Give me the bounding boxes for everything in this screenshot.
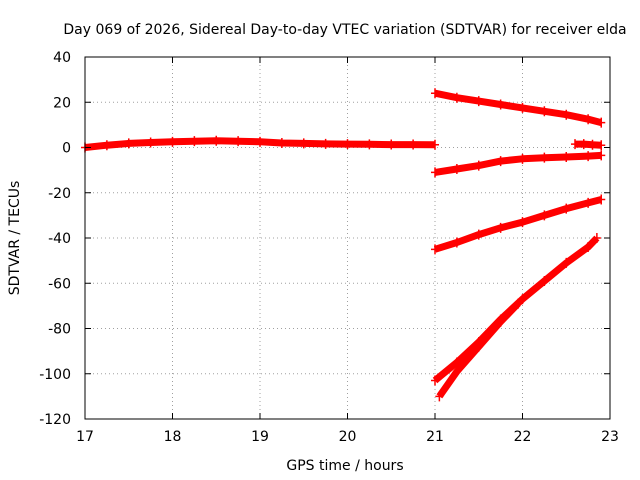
- data-point: [562, 203, 571, 214]
- data-point: [592, 233, 601, 243]
- data-point: [474, 229, 483, 240]
- x-tick-label: 17: [76, 429, 94, 445]
- data-point: [452, 92, 461, 103]
- data-point: [597, 117, 606, 128]
- data-point: [435, 391, 444, 402]
- data-series: [571, 139, 606, 151]
- x-tick-label: 21: [426, 429, 444, 445]
- data-point: [518, 153, 527, 164]
- data-point: [597, 140, 606, 151]
- y-tick-label: -100: [39, 367, 71, 383]
- data-point: [256, 136, 264, 147]
- data-point: [452, 163, 461, 174]
- tick-labels: 17 18 19 20 21 22 23 40 20 0 -20 -40 -60 -80 -100 -120: [39, 50, 619, 445]
- y-tick-label: 0: [62, 141, 71, 157]
- data-point: [474, 96, 483, 107]
- data-point: [496, 156, 505, 167]
- data-point: [452, 357, 461, 368]
- data-point: [571, 139, 579, 150]
- y-tick-label: -120: [39, 412, 71, 428]
- data-point: [518, 102, 527, 113]
- y-tick-label: 40: [53, 50, 71, 66]
- data-point: [452, 366, 461, 377]
- data-point: [146, 137, 155, 148]
- data-series: [431, 150, 606, 178]
- data-point: [365, 139, 374, 150]
- series-band: [434, 151, 602, 176]
- x-tick-label: 18: [164, 429, 182, 445]
- ticks: [84, 56, 611, 420]
- data-point: [514, 298, 523, 309]
- y-tick-label: 20: [53, 95, 71, 111]
- chart-title: Day 069 of 2026, Sidereal Day-to-day VTE…: [63, 22, 626, 38]
- data-point: [431, 375, 439, 386]
- data-point: [518, 294, 527, 305]
- data-point: [562, 109, 571, 120]
- data-point: [431, 88, 439, 99]
- y-tick-label: -40: [48, 231, 71, 247]
- data-layer: [81, 88, 606, 402]
- x-tick-label: 19: [251, 429, 269, 445]
- data-point: [474, 160, 483, 171]
- data-point: [540, 106, 549, 117]
- data-point: [387, 139, 396, 150]
- data-point: [540, 275, 549, 286]
- x-tick-label: 20: [339, 429, 357, 445]
- data-point: [212, 135, 221, 146]
- data-point: [584, 242, 593, 253]
- data-point: [343, 139, 352, 150]
- data-point: [588, 139, 597, 150]
- data-point: [409, 139, 418, 150]
- data-point: [168, 136, 177, 147]
- data-point: [277, 137, 286, 148]
- data-point: [496, 222, 505, 233]
- data-point: [124, 138, 133, 149]
- data-series: [431, 194, 606, 255]
- series-band: [575, 140, 602, 149]
- data-point: [597, 150, 606, 161]
- data-point: [431, 244, 439, 255]
- data-point: [597, 194, 606, 205]
- data-point: [190, 136, 199, 147]
- y-tick-label: -20: [48, 186, 71, 202]
- x-tick-label: 22: [514, 429, 532, 445]
- data-point: [579, 139, 588, 150]
- y-axis-label: SDTVAR / TECUs: [7, 181, 23, 296]
- data-point: [102, 140, 111, 151]
- y-tick-label: -60: [48, 276, 71, 292]
- y-tick-label: -80: [48, 322, 71, 338]
- x-axis-label: GPS time / hours: [286, 458, 403, 474]
- x-tick-label: 23: [601, 429, 619, 445]
- data-series: [431, 88, 606, 128]
- data-point: [452, 237, 461, 248]
- data-point: [584, 197, 593, 208]
- data-point: [299, 138, 308, 149]
- data-point: [584, 114, 593, 125]
- data-series: [435, 298, 523, 402]
- data-point: [321, 138, 330, 149]
- data-point: [562, 257, 571, 268]
- data-point: [562, 152, 571, 163]
- data-point: [540, 210, 549, 221]
- data-point: [518, 217, 527, 228]
- data-point: [431, 167, 439, 178]
- data-point: [234, 136, 243, 147]
- data-point: [431, 139, 439, 150]
- data-point: [584, 151, 593, 162]
- data-point: [540, 152, 549, 163]
- data-point: [496, 99, 505, 110]
- data-point: [496, 316, 505, 327]
- grid: [85, 57, 610, 419]
- data-point: [474, 341, 483, 352]
